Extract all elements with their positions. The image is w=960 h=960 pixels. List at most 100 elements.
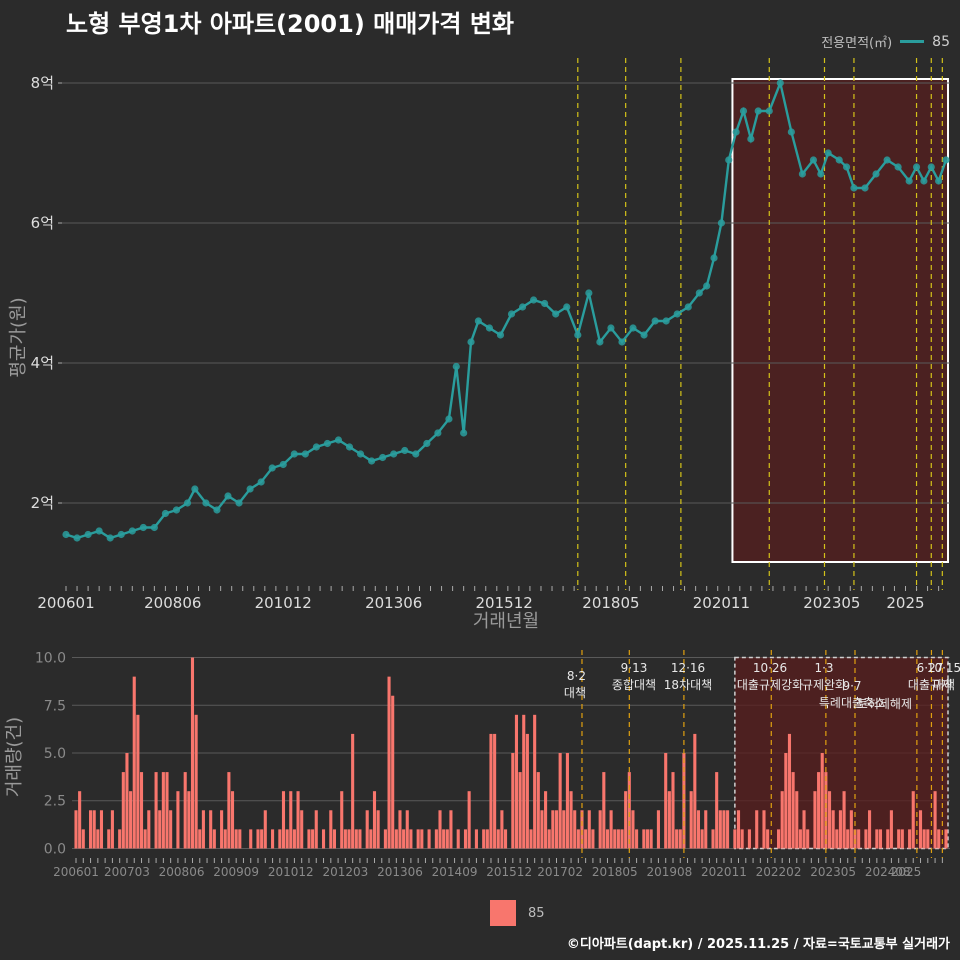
policy-label: 8·2 대책 <box>564 669 586 700</box>
volume-bar <box>664 753 668 849</box>
price-point <box>161 509 170 518</box>
price-point <box>872 170 880 178</box>
volume-bar <box>849 810 853 849</box>
policy-label-date: 10·15 <box>927 661 960 675</box>
legend-line-label: 85 <box>932 33 950 50</box>
volume-bar <box>584 829 588 849</box>
volume-bar <box>558 753 562 849</box>
price-point <box>861 184 869 192</box>
price-point <box>552 310 560 318</box>
bar-x-tick-label: 202011 <box>701 865 747 879</box>
price-point <box>467 338 475 346</box>
volume-bar <box>802 810 806 849</box>
policy-label: 9·13 종합대책 <box>612 661 656 692</box>
volume-bar <box>358 829 362 849</box>
price-point <box>541 299 549 308</box>
volume-bar <box>518 772 522 849</box>
volume-bar <box>696 810 701 849</box>
volume-bar <box>289 791 293 849</box>
volume-bar <box>485 829 489 849</box>
price-point <box>246 485 254 493</box>
volume-bar <box>201 810 205 849</box>
price-point <box>423 439 431 448</box>
y-tick-label: 4억 <box>31 354 54 372</box>
volume-bar <box>842 791 846 849</box>
bar-x-tick-label: 201908 <box>646 865 692 879</box>
policy-label: 10·26 대출규제강화 <box>737 661 803 692</box>
price-point <box>563 303 571 311</box>
policy-label-name: 대출규제 <box>908 678 952 692</box>
price-point <box>710 254 718 262</box>
price-point <box>474 317 482 325</box>
volume-bar <box>343 829 347 849</box>
volume-bar <box>154 772 158 849</box>
volume-bar <box>96 829 100 849</box>
policy-label-name: 특례대출축소 <box>819 696 885 710</box>
bar-x-tick-label: 2025 <box>891 865 922 879</box>
volume-bar <box>143 829 147 849</box>
volume-bar <box>918 810 923 849</box>
price-point <box>202 499 210 507</box>
volume-bar <box>678 829 682 849</box>
volume-bar <box>307 829 311 849</box>
x-tick-label: 202305 <box>803 594 860 612</box>
volume-bar <box>726 810 730 849</box>
volume-bar <box>445 829 449 849</box>
volume-bar <box>256 829 260 849</box>
chart-title: 노형 부영1차 아파트(2001) 매매가격 변화 <box>66 10 514 38</box>
volume-bar <box>824 772 828 849</box>
volume-bar <box>99 810 104 849</box>
volume-bar <box>762 810 766 849</box>
volume-bar <box>434 829 438 849</box>
legend-line-swatch <box>900 40 925 43</box>
volume-bar <box>300 810 304 849</box>
volume-bar <box>642 829 646 849</box>
volume-bar <box>132 676 136 849</box>
volume-bar <box>340 791 344 849</box>
price-point <box>368 457 376 465</box>
volume-bar <box>347 829 351 849</box>
price-point <box>618 338 626 346</box>
volume-bar <box>733 829 737 849</box>
volume-bar <box>536 772 540 849</box>
price-point <box>776 79 784 87</box>
volume-bar <box>911 791 915 849</box>
price-point <box>574 331 582 339</box>
volume-bar <box>311 829 315 849</box>
price-point <box>301 450 309 458</box>
volume-bar <box>376 810 380 849</box>
price-point <box>390 450 398 458</box>
volume-bar <box>92 810 96 849</box>
x-tick-label: 200806 <box>144 594 201 612</box>
price-point <box>754 107 762 115</box>
price-point <box>629 324 637 332</box>
volume-bar <box>777 829 781 849</box>
bar-y-tick-label: 5.0 <box>44 746 66 762</box>
volume-bar <box>394 829 398 849</box>
volume-bar <box>602 772 606 849</box>
volume-bar <box>605 829 610 849</box>
volume-bar <box>784 753 788 849</box>
volume-bar <box>391 695 395 849</box>
policy-label-name: 대책 <box>933 677 955 692</box>
x-tick-label: 201012 <box>255 594 312 612</box>
volume-bar <box>296 791 300 849</box>
bar-x-tick-label: 202305 <box>810 865 856 879</box>
volume-bar <box>292 829 296 849</box>
bar-legend: 85 <box>490 900 545 926</box>
bar-x-tick-label: 201306 <box>377 865 423 879</box>
bar-x-tick-label: 200909 <box>213 865 259 879</box>
policy-label-name: 종합대책 <box>612 677 656 692</box>
volume-bar <box>467 791 471 849</box>
volume-bar <box>787 733 792 849</box>
policy-label-date: 10·26 <box>753 661 787 675</box>
policy-label: 6·27 대출규제 <box>908 661 952 692</box>
price-point <box>412 450 420 458</box>
price-point <box>345 443 354 451</box>
price-point <box>850 184 858 192</box>
volume-bar <box>827 791 832 849</box>
price-point <box>106 534 114 542</box>
volume-bar <box>755 810 759 849</box>
volume-bar <box>234 829 238 849</box>
volume-bar <box>271 829 275 849</box>
